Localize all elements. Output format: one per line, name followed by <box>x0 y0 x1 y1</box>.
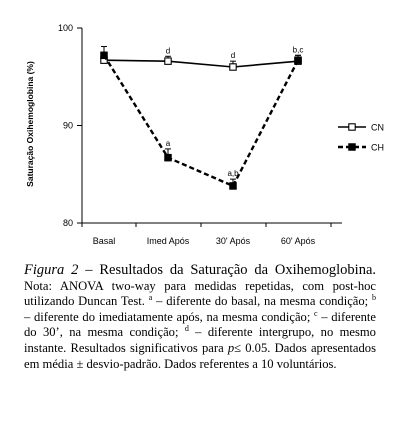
x-category-label: 30' Após <box>216 236 251 246</box>
series-CN: d d b,c <box>100 45 304 71</box>
series-CH: a a,b <box>100 46 302 190</box>
caption-end: ≤ 0.05. Dados apresentados em média ± de… <box>24 340 376 371</box>
legend-marker-CN <box>348 123 356 131</box>
caption-sup-c: c <box>314 308 318 318</box>
caption-dash: – <box>78 262 100 278</box>
legend-label-CN: CN <box>371 123 384 133</box>
y-tick-label: 90 <box>63 121 73 131</box>
series-line-CH <box>102 54 300 188</box>
chart-marks: d d b,c a a,b <box>100 45 304 190</box>
x-category-label: Imed Após <box>147 236 190 246</box>
caption-note-d: – diferente intergrupo, no mesmo instant… <box>24 325 376 355</box>
data-point <box>164 57 172 65</box>
y-tick-label: 100 <box>58 23 73 33</box>
chart-legend: CN CH <box>338 123 384 153</box>
caption-sup-a: a <box>148 293 153 302</box>
data-annotation: b,c <box>293 45 304 54</box>
x-category-label: Basal <box>93 236 116 246</box>
caption-note: Nota: ANOVA two-way para medidas repetid… <box>24 278 376 309</box>
caption-sup-b: b <box>372 293 376 302</box>
x-category-label: 60' Após <box>281 236 316 246</box>
data-annotation: d <box>231 51 235 60</box>
data-point <box>229 182 237 190</box>
chart-axes: 80 90 100 Basal Imed Após 30' Após 60' Após <box>58 23 342 246</box>
caption-note-b: – diferente do imediatamente após, na me… <box>24 309 315 324</box>
data-point <box>229 63 237 71</box>
figure-caption: Figura 2 – Resultados da Saturação da Ox… <box>24 262 376 372</box>
caption-sup-d: d <box>184 324 189 334</box>
legend-marker-CH <box>348 143 356 151</box>
data-point <box>100 51 108 60</box>
series-line-CN <box>103 59 299 68</box>
data-point <box>164 153 172 162</box>
legend-label-CH: CH <box>371 143 384 153</box>
line-chart: 80 90 100 Basal Imed Após 30' Após 60' Após Sa… <box>25 23 384 246</box>
data-annotation: a <box>166 139 171 148</box>
data-point <box>294 56 302 64</box>
y-tick-label: 80 <box>63 218 73 228</box>
figure-label: Figura 2 <box>24 262 79 278</box>
data-annotation: d <box>166 46 170 55</box>
caption-note-a: – diferente do basal, na mesma condição; <box>152 294 372 309</box>
caption-note-c: – diferente do 30’, na mesma condição; <box>24 309 376 340</box>
caption-p-symbol: p <box>227 340 235 355</box>
y-axis-label: Saturação Oxihemoglobina (%) <box>25 61 35 187</box>
data-annotation: a,b <box>227 169 239 178</box>
caption-title: Resultados da Saturação da Oxihemoglobin… <box>99 262 376 278</box>
